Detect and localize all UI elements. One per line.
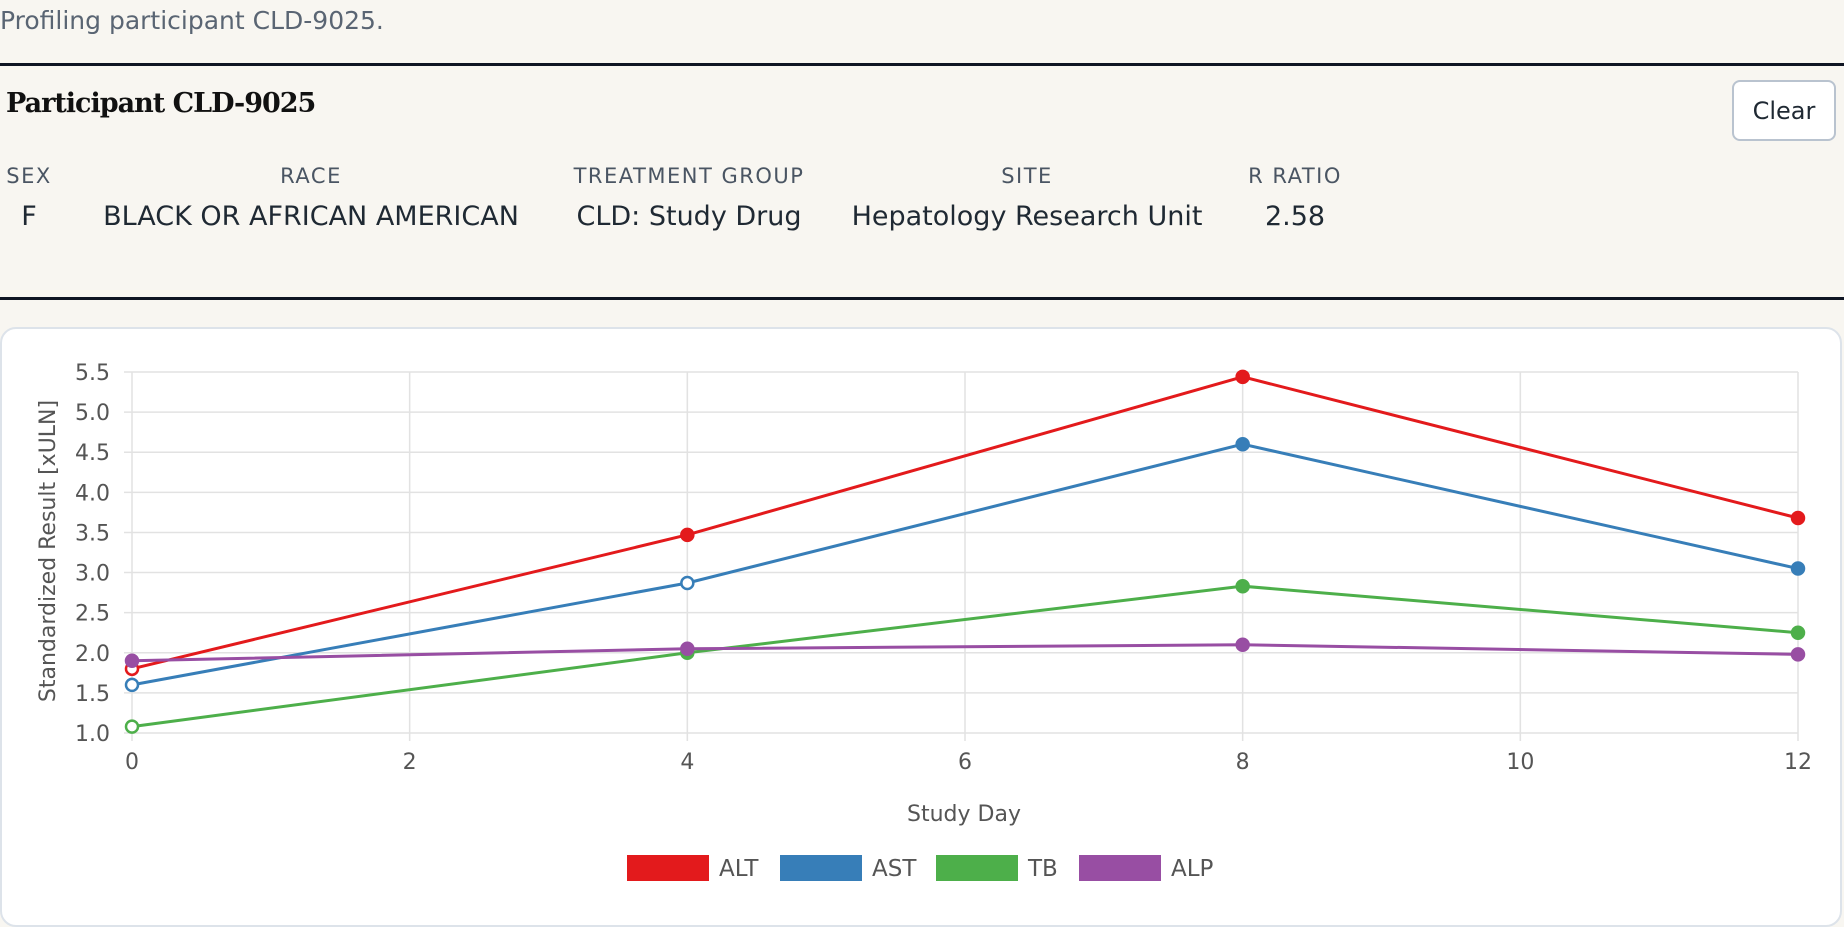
x-tick-label: 0 [125,750,139,775]
data-point-alp[interactable] [681,643,693,655]
legend-label-ast[interactable]: AST [872,856,917,882]
x-tick-label: 8 [1236,750,1250,775]
x-tick-label: 10 [1506,750,1534,775]
chart-legend: ALT AST TB ALP [627,855,1214,882]
data-point-alp[interactable] [126,655,138,667]
y-tick-label: 3.5 [75,521,110,546]
legend-swatch-ast[interactable] [780,855,862,881]
data-point-alt[interactable] [681,529,693,541]
legend-swatch-tb[interactable] [936,855,1018,881]
legend-swatch-alp[interactable] [1079,855,1161,881]
x-axis-label: Study Day [907,802,1021,827]
x-tick-label: 2 [403,750,417,775]
data-point-ast[interactable] [1792,563,1804,575]
y-tick-label: 2.0 [75,642,110,667]
y-tick-label: 2.5 [75,602,110,627]
data-point-tb[interactable] [1237,580,1249,592]
y-axis-label: Standardized Result [xULN] [36,400,61,702]
x-tick-label: 4 [680,750,694,775]
data-point-alp[interactable] [1792,648,1804,660]
y-tick-label: 4.5 [75,441,110,466]
y-tick-label: 1.5 [75,682,110,707]
y-tick-label: 3.0 [75,562,110,587]
data-point-tb[interactable] [1792,627,1804,639]
data-point-tb[interactable] [126,721,138,733]
data-point-ast[interactable] [681,577,693,589]
legend-swatch-alt[interactable] [627,855,709,881]
legend-label-alt[interactable]: ALT [719,856,759,882]
data-point-ast[interactable] [126,679,138,691]
data-point-ast[interactable] [1237,438,1249,450]
data-point-alp[interactable] [1237,639,1249,651]
data-point-alt[interactable] [1237,371,1249,383]
legend-label-tb[interactable]: TB [1027,856,1058,882]
x-tick-label: 6 [958,750,972,775]
y-tick-label: 4.0 [75,481,110,506]
y-tick-label: 5.0 [75,401,110,426]
lab-results-chart: 0 2 4 6 8 10 121.01.52.02.53.03.54.04.55.05.5 … [0,0,1844,888]
data-point-alt[interactable] [1792,512,1804,524]
x-tick-label: 12 [1784,750,1812,775]
y-tick-label: 5.5 [75,361,110,386]
y-tick-label: 1.0 [75,722,110,747]
legend-label-alp[interactable]: ALP [1171,856,1214,882]
